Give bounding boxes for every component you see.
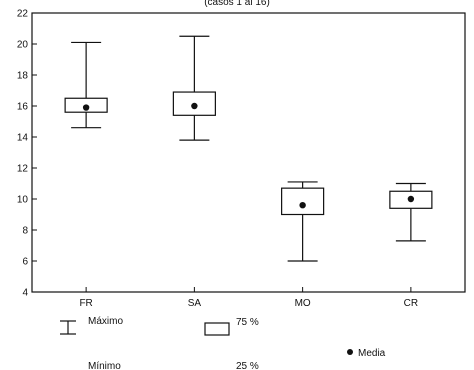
legend: Máximo Mínimo 75 % 25 % Media: [60, 316, 386, 370]
mean-point: [407, 195, 415, 203]
box-cr: [389, 182, 433, 242]
y-tick-label: 18: [17, 71, 29, 82]
legend-q1-label: 25 %: [236, 361, 259, 370]
category-label-fr: FR: [79, 298, 92, 309]
legend-min-label: Mínimo: [88, 361, 121, 370]
legend-box-item: 75 % 25 %: [204, 317, 259, 370]
box-mo: [281, 181, 325, 262]
y-tick-label: 12: [17, 164, 29, 175]
legend-whisker-icon: [60, 320, 76, 335]
plot-area-frame: [31, 12, 466, 293]
legend-box-icon: [204, 322, 230, 336]
legend-mean-dot-icon: [347, 349, 353, 355]
y-tick-label: 6: [22, 257, 28, 268]
box-series: [64, 35, 433, 262]
legend-range-item: Máximo Mínimo: [60, 316, 123, 370]
legend-q3-label: 75 %: [236, 317, 259, 328]
category-label-sa: SA: [188, 298, 202, 309]
y-axis: 4 6 8 10 12 14 16 18 20 22: [17, 9, 37, 299]
y-tick-label: 20: [17, 40, 29, 51]
y-tick-label: 4: [22, 288, 28, 299]
legend-mean-label: Media: [358, 348, 386, 359]
iqr-box: [281, 187, 325, 216]
x-axis: FR SA MO CR: [79, 287, 418, 309]
mean-point: [191, 102, 198, 110]
box-fr: [64, 41, 108, 129]
category-label-mo: MO: [295, 298, 311, 309]
chart-subtitle: (casos 1 al 16): [204, 0, 270, 8]
y-tick-label: 16: [17, 102, 29, 113]
legend-mean-item: Media: [347, 348, 386, 359]
y-tick-label: 8: [22, 226, 28, 237]
mean-point: [82, 104, 90, 111]
y-tick-label: 10: [17, 195, 29, 206]
mean-point: [299, 202, 306, 209]
legend-max-label: Máximo: [88, 316, 123, 327]
category-label-cr: CR: [404, 298, 418, 309]
y-tick-label: 22: [17, 9, 29, 20]
y-tick-label: 14: [17, 133, 29, 144]
box-sa: [172, 35, 216, 141]
